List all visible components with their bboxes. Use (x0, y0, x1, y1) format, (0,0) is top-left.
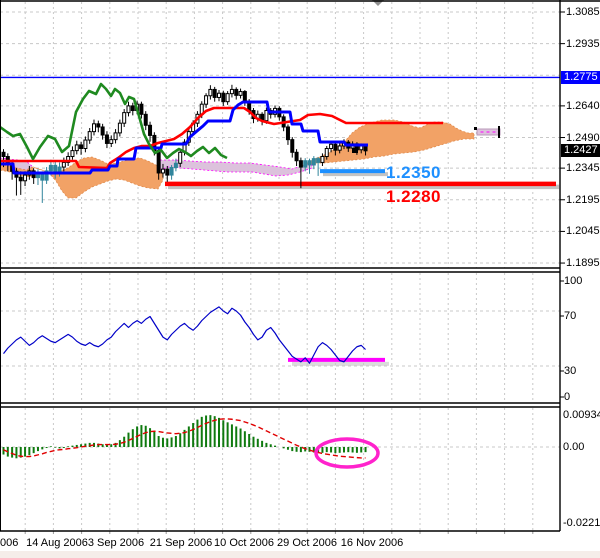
candle-body (83, 139, 88, 149)
candle-body (178, 151, 183, 164)
candle-body (104, 134, 109, 144)
candle-body (359, 145, 364, 151)
candle-body (160, 168, 165, 174)
candle-body (285, 126, 290, 141)
candle-body (1, 151, 6, 158)
candle-body (113, 132, 118, 141)
ichimoku-cloud-thistle (159, 159, 313, 177)
candle-body (173, 162, 178, 168)
candle-body (61, 161, 66, 168)
window-frame-strip (0, 551, 600, 558)
candle-body (66, 156, 71, 163)
candle-body (204, 95, 209, 105)
macd-annotation-ellipse (314, 437, 380, 469)
candle-body (100, 126, 105, 136)
candle-body (225, 93, 230, 103)
candle-body (70, 150, 75, 158)
candle-body (122, 112, 127, 124)
candle-body (23, 174, 28, 182)
candle-body (53, 164, 58, 172)
candle-body (44, 170, 49, 181)
candle-body (156, 150, 161, 174)
candle-body (57, 166, 62, 172)
candle-body (74, 144, 79, 152)
candle-body (40, 173, 45, 181)
candle-body (242, 91, 247, 103)
candle-body (316, 158, 321, 163)
candle-body (48, 164, 53, 172)
candle-body (109, 139, 114, 144)
candle-body (303, 160, 308, 168)
candle-body (238, 91, 243, 96)
candle-body (311, 158, 316, 166)
candle-body (92, 123, 97, 133)
chikou-span-line (0, 82, 228, 161)
rsi-line (3, 306, 366, 364)
candle-body (143, 113, 148, 126)
candle-body (307, 160, 312, 166)
candle-body (337, 145, 342, 151)
ichimoku-cloud-orange (301, 119, 475, 167)
candle-body (126, 105, 131, 114)
future-span-start-dot (474, 127, 477, 130)
candle-body (169, 166, 174, 176)
future-span-end-tick (498, 126, 500, 138)
candle-body (229, 88, 234, 95)
candle-body (234, 88, 239, 96)
candle-body (212, 88, 217, 98)
candle-body (294, 151, 299, 162)
candle-body (264, 110, 269, 122)
candle-body (18, 176, 23, 182)
candle-body (96, 123, 101, 128)
kijun-sen-line (0, 100, 368, 175)
candle-body (165, 168, 170, 176)
candle-body (148, 124, 153, 136)
candle-body (130, 105, 135, 112)
candle-body (221, 92, 226, 103)
candle-body (208, 88, 213, 97)
candle-body (87, 131, 92, 141)
macd-signal-line (3, 418, 366, 459)
current-close-marker (352, 148, 358, 153)
ichimoku-cloud-orange (32, 156, 164, 199)
candle-body (290, 139, 295, 153)
candle-body (79, 144, 84, 149)
candle-body (298, 160, 303, 168)
candle-body (117, 122, 122, 134)
candle-body (324, 147, 329, 158)
candle-body (139, 103, 144, 115)
candle-body (333, 143, 338, 151)
candle-body (329, 143, 334, 149)
candle-body (320, 156, 325, 163)
candle-body (217, 92, 221, 98)
candle-body (363, 145, 368, 152)
